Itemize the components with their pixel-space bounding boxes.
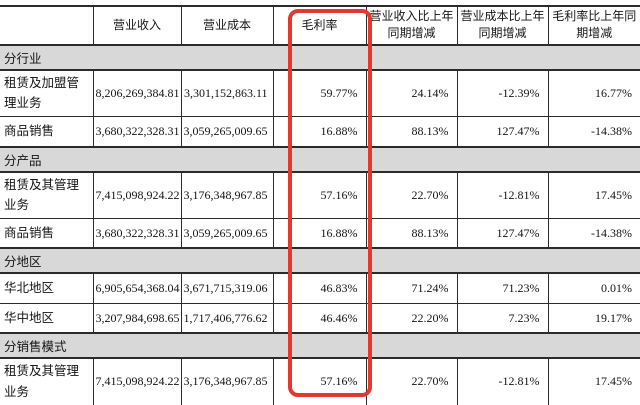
- col-header-revenue-yoy: 营业收入比上年同期增减: [365, 5, 458, 46]
- table-row: 租赁及其管理业务 7,415,098,924.22 3,176,348,967.…: [0, 357, 640, 405]
- row-label: 商品销售: [0, 217, 94, 249]
- col-header-revenue: 营业收入: [92, 5, 182, 46]
- cell-revenue: 8,206,269,384.81: [92, 69, 182, 118]
- row-label: 租赁及其管理业务: [0, 171, 94, 219]
- cell-cost-yoy: 127.47%: [456, 217, 549, 249]
- row-label: 租赁及加盟管理业务: [0, 69, 94, 118]
- gross-margin-table: 营业收入 营业成本 毛利率 营业收入比上年同期增减 营业成本比上年同期增减 毛利…: [0, 5, 640, 405]
- section-label: 分地区: [0, 247, 640, 275]
- section-row-by-industry: 分行业: [0, 43, 640, 71]
- cell-margin-yoy: 19.17%: [547, 302, 640, 334]
- cell-cost: 3,671,715,319.06: [180, 272, 274, 304]
- row-label: 华中地区: [0, 302, 94, 334]
- table-header-row: 营业收入 营业成本 毛利率 营业收入比上年同期增减 营业成本比上年同期增减 毛利…: [0, 5, 640, 46]
- cell-margin-yoy: 17.45%: [547, 171, 640, 219]
- section-label: 分销售模式: [0, 332, 640, 360]
- col-header-cost-yoy: 营业成本比上年同期增减: [456, 5, 549, 46]
- cell-cost: 3,059,265,009.65: [180, 217, 274, 249]
- table-row: 租赁及加盟管理业务 8,206,269,384.81 3,301,152,863…: [0, 69, 640, 118]
- cell-cost-yoy: 127.47%: [456, 116, 549, 148]
- col-header-margin-yoy: 毛利率比上年同期增减: [547, 5, 640, 46]
- col-header-category: [0, 5, 94, 46]
- cell-revenue: 3,680,322,328.31: [92, 116, 182, 148]
- table-row: 商品销售 3,680,322,328.31 3,059,265,009.65 1…: [0, 217, 640, 249]
- table-row: 租赁及其管理业务 7,415,098,924.22 3,176,348,967.…: [0, 171, 640, 219]
- cell-revenue: 3,207,984,698.65: [92, 302, 182, 334]
- row-label: 商品销售: [0, 116, 94, 148]
- cell-gross-margin: 59.77%: [272, 69, 367, 118]
- cell-gross-margin: 57.16%: [272, 357, 367, 405]
- cell-cost-yoy: -12.81%: [456, 357, 549, 405]
- cell-revenue-yoy: 71.24%: [365, 272, 458, 304]
- cell-gross-margin: 46.46%: [272, 302, 367, 334]
- cell-revenue: 7,415,098,924.22: [92, 357, 182, 405]
- cell-cost: 3,176,348,967.85: [180, 357, 274, 405]
- cell-cost-yoy: -12.81%: [456, 171, 549, 219]
- cell-gross-margin: 57.16%: [272, 171, 367, 219]
- cell-cost-yoy: 71.23%: [456, 272, 549, 304]
- cell-margin-yoy: -14.38%: [547, 217, 640, 249]
- table-row: 华北地区 6,905,654,368.04 3,671,715,319.06 4…: [0, 272, 640, 304]
- cell-revenue-yoy: 88.13%: [365, 217, 458, 249]
- section-row-by-sales-model: 分销售模式: [0, 332, 640, 360]
- cell-cost: 3,176,348,967.85: [180, 171, 274, 219]
- cell-cost: 3,301,152,863.11: [180, 69, 274, 118]
- cell-gross-margin: 16.88%: [272, 217, 367, 249]
- cell-gross-margin: 46.83%: [272, 272, 367, 304]
- row-label: 租赁及其管理业务: [0, 357, 94, 405]
- cell-revenue-yoy: 24.14%: [365, 69, 458, 118]
- cell-cost-yoy: 7.23%: [456, 302, 549, 334]
- cell-revenue-yoy: 88.13%: [365, 116, 458, 148]
- section-row-by-region: 分地区: [0, 247, 640, 275]
- cell-gross-margin: 16.88%: [272, 116, 367, 148]
- col-header-gross-margin: 毛利率: [272, 5, 367, 46]
- cell-revenue: 7,415,098,924.22: [92, 171, 182, 219]
- cell-margin-yoy: 16.77%: [547, 69, 640, 118]
- section-label: 分行业: [0, 43, 640, 71]
- cell-revenue-yoy: 22.70%: [365, 171, 458, 219]
- cell-revenue-yoy: 22.70%: [365, 357, 458, 405]
- cell-margin-yoy: -14.38%: [547, 116, 640, 148]
- cell-cost-yoy: -12.39%: [456, 69, 549, 118]
- cell-revenue: 3,680,322,328.31: [92, 217, 182, 249]
- cell-cost: 3,059,265,009.65: [180, 116, 274, 148]
- section-label: 分产品: [0, 145, 640, 173]
- cell-margin-yoy: 0.01%: [547, 272, 640, 304]
- col-header-cost: 营业成本: [180, 5, 274, 46]
- cell-revenue: 6,905,654,368.04: [92, 272, 182, 304]
- row-label: 华北地区: [0, 272, 94, 304]
- table-row: 华中地区 3,207,984,698.65 1,717,406,776.62 4…: [0, 302, 640, 334]
- cell-revenue-yoy: 22.20%: [365, 302, 458, 334]
- cell-margin-yoy: 17.45%: [547, 357, 640, 405]
- cell-cost: 1,717,406,776.62: [180, 302, 274, 334]
- table-row: 商品销售 3,680,322,328.31 3,059,265,009.65 1…: [0, 116, 640, 148]
- section-row-by-product: 分产品: [0, 145, 640, 173]
